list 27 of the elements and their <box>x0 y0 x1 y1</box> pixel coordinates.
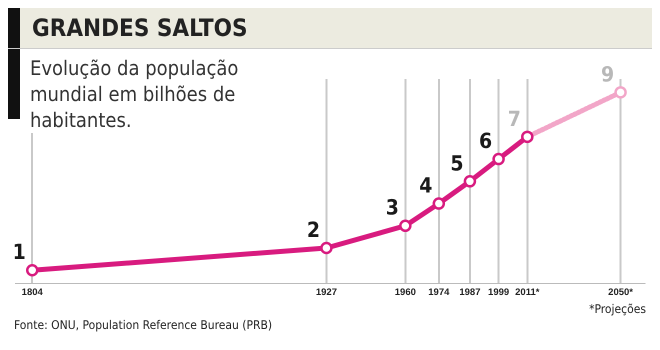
data-label: 1 <box>12 240 26 264</box>
x-tick-label: 2050* <box>608 286 634 298</box>
data-label: 9 <box>601 62 614 86</box>
point <box>464 175 476 188</box>
chart-title: GRANDES SALTOS <box>31 13 248 44</box>
point <box>492 152 505 166</box>
x-tick-label: 1999 <box>488 286 510 298</box>
source-note: Fonte: ONU, Population Reference Bureau (PRB) <box>13 317 274 333</box>
point <box>26 264 38 277</box>
data-label: 6 <box>479 129 492 154</box>
point <box>432 197 446 210</box>
x-tick-label: 1974 <box>428 286 450 298</box>
x-tick-label: 1987 <box>459 286 480 298</box>
x-tick-label: 1960 <box>394 286 416 298</box>
point <box>320 242 333 254</box>
point <box>614 86 627 99</box>
chart-subtitle: Evolução da população mundial em bilhões de habitantes. <box>30 55 245 133</box>
x-tick-label: 1804 <box>22 286 44 298</box>
x-tick-label: 1927 <box>316 286 337 298</box>
data-label: 3 <box>386 196 399 220</box>
data-label: 4 <box>419 173 432 198</box>
point <box>399 220 412 232</box>
text: *Projeções <box>588 301 647 317</box>
data-label: 7 <box>508 106 521 131</box>
data-label: 5 <box>450 151 464 176</box>
data-label: 2 <box>306 218 320 242</box>
x-tick-label: 2011* <box>515 286 540 298</box>
